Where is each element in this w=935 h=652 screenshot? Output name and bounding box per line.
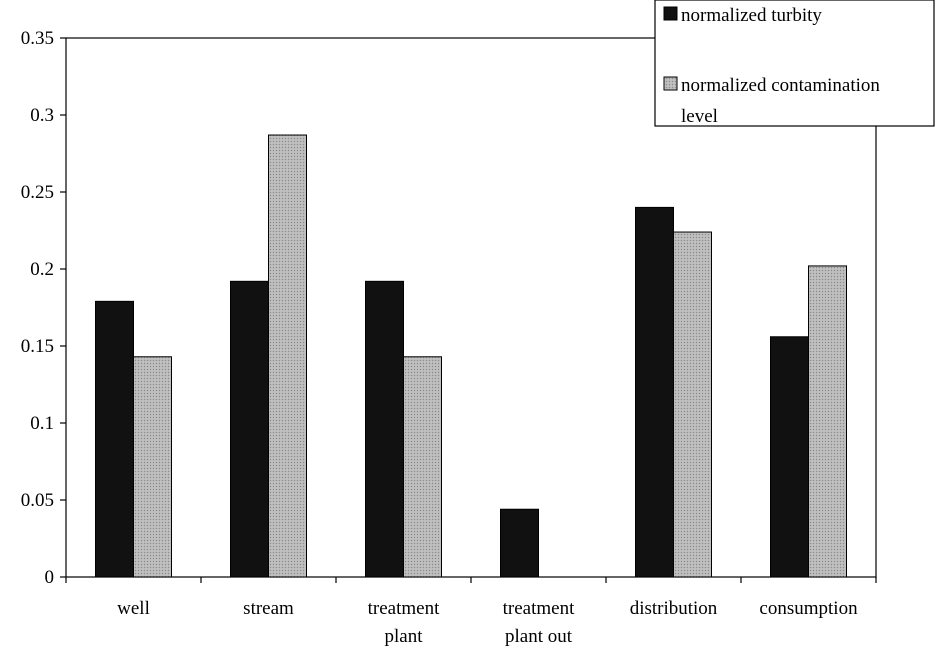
legend: normalized turbity normalized contaminati… xyxy=(654,0,935,127)
y-tick-label: 0.2 xyxy=(30,259,54,280)
legend-swatch xyxy=(663,76,678,91)
bar-contamination xyxy=(808,265,847,578)
category-label: plant out xyxy=(505,626,573,647)
category-label: distribution xyxy=(630,598,718,619)
legend-swatch xyxy=(663,6,678,21)
y-axis: 0 0.05 0.1 0.15 0.2 0.25 0.3 0.35 xyxy=(21,28,66,588)
category-label: stream xyxy=(243,598,294,619)
category-label: consumption xyxy=(759,598,858,619)
bar-turbity xyxy=(635,206,674,578)
bar-contamination xyxy=(403,356,442,578)
bar-turbity xyxy=(770,336,809,578)
y-tick-label: 0 xyxy=(45,567,55,588)
bar-contamination xyxy=(673,231,712,578)
y-tick-label: 0.05 xyxy=(21,490,54,511)
bar-turbity xyxy=(500,508,539,578)
bars xyxy=(95,134,847,578)
legend-label: level xyxy=(681,106,718,127)
y-tick-label: 0.25 xyxy=(21,182,54,203)
legend-label: normalized contamination xyxy=(681,75,880,96)
legend-label: normalized turbity xyxy=(681,5,822,26)
y-tick-label: 0.3 xyxy=(30,105,54,126)
category-label: treatment xyxy=(503,598,575,619)
y-tick-label: 0.35 xyxy=(21,28,54,49)
bar-contamination xyxy=(268,134,307,578)
bar-contamination xyxy=(133,356,172,578)
bar-turbity xyxy=(230,280,269,578)
bar-turbity xyxy=(95,300,134,578)
category-label: treatment xyxy=(368,598,440,619)
y-tick-label: 0.15 xyxy=(21,336,54,357)
y-tick-label: 0.1 xyxy=(30,413,54,434)
bar-turbity xyxy=(365,280,404,578)
x-axis: well stream treatment plant treatment plant o… xyxy=(65,577,877,647)
legend-box xyxy=(654,0,935,127)
category-label: plant xyxy=(385,626,424,647)
category-label: well xyxy=(117,598,150,619)
